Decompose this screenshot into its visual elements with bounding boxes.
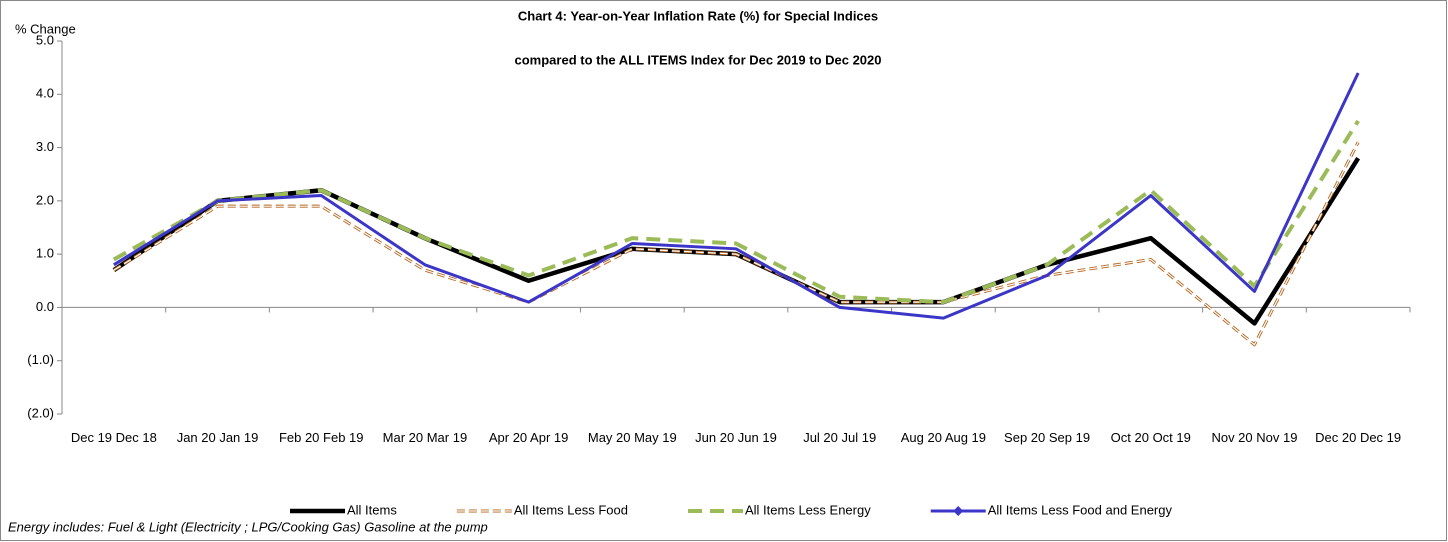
x-tick-label: Dec 20 Dec 19 [1315, 430, 1402, 445]
y-tick-label: 4.0 [36, 86, 54, 101]
x-tick-label: Apr 20 Apr 19 [488, 430, 569, 445]
y-tick-label: 3.0 [36, 139, 54, 154]
legend-label: All Items [347, 502, 397, 517]
note: Energy includes: Fuel & Light (Electrici… [8, 519, 488, 534]
x-tick-label: Sep 20 Sep 19 [1004, 430, 1091, 445]
y-tick-label: 1.0 [36, 246, 54, 261]
chart-subtitle: compared to the ALL ITEMS Index for Dec … [515, 52, 882, 67]
y-tick-label: 0.0 [36, 299, 54, 314]
x-tick-label: Feb 20 Feb 19 [278, 430, 364, 445]
x-tick-label: Jul 20 Jul 19 [803, 430, 877, 445]
y-axis-label: % Change [15, 21, 76, 36]
series-line-inner [113, 141, 1359, 346]
legend-label: All Items Less Food [514, 502, 628, 517]
x-tick-label: Dec 19 Dec 18 [70, 430, 157, 445]
legend-label: All Items Less Energy [745, 502, 871, 517]
series-line [112, 119, 1360, 305]
chart-title: Chart 4: Year-on-Year Inflation Rate (%)… [518, 8, 878, 23]
x-tick-label: May 20 May 19 [587, 430, 677, 445]
x-tick-label: Nov 20 Nov 19 [1211, 430, 1298, 445]
series-line [112, 157, 1361, 326]
x-tick-label: Mar 20 Mar 19 [382, 430, 468, 445]
x-tick-label: Aug 20 Aug 19 [900, 430, 987, 445]
y-tick-label: 5.0 [36, 32, 54, 47]
x-tick-label: Jan 20 Jan 19 [176, 430, 259, 445]
legend-label: All Items Less Food and Energy [988, 502, 1173, 517]
y-tick-label: (2.0) [27, 405, 54, 420]
legend-marker [953, 506, 964, 516]
y-tick-label: (1.0) [27, 352, 54, 367]
x-tick-label: Jun 20 Jun 19 [695, 430, 777, 445]
series-line [113, 72, 1360, 320]
x-tick-label: Oct 20 Oct 19 [1110, 430, 1191, 445]
y-tick-label: 2.0 [36, 192, 54, 207]
